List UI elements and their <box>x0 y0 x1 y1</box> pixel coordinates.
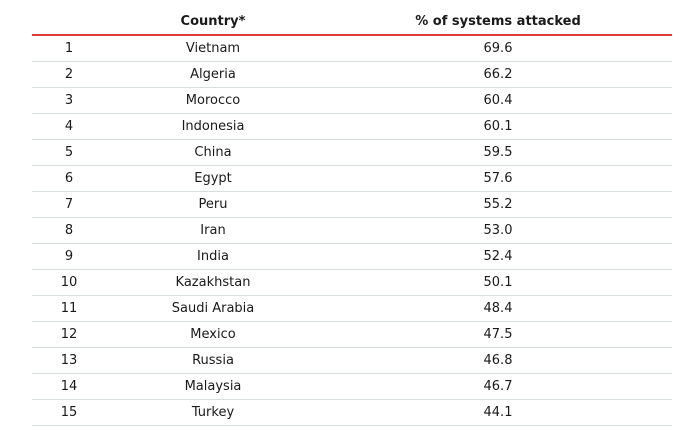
column-header-country: Country* <box>180 14 246 29</box>
table-row: 9 India 52.4 <box>32 244 672 270</box>
rank-cell: 10 <box>60 275 78 290</box>
table-row: 8 Iran 53.0 <box>32 218 672 244</box>
percent-attacked-cell: 47.5 <box>483 327 513 342</box>
percent-attacked-cell: 60.1 <box>483 119 513 134</box>
table-row: 15 Turkey 44.1 <box>32 400 672 426</box>
table-body: 1 Vietnam 69.6 2 Algeria 66.2 3 Morocco 60.4 4 Ind… <box>32 36 672 426</box>
table-row: 2 Algeria 66.2 <box>32 62 672 88</box>
country-cell: Algeria <box>190 67 236 82</box>
percent-attacked-cell: 46.7 <box>483 379 513 394</box>
rank-cell: 15 <box>60 405 78 420</box>
percent-attacked-cell: 66.2 <box>483 67 513 82</box>
table-row: 11 Saudi Arabia 48.4 <box>32 296 672 322</box>
table-row: 7 Peru 55.2 <box>32 192 672 218</box>
rank-cell: 7 <box>64 197 74 212</box>
rank-cell: 11 <box>60 301 78 316</box>
percent-attacked-cell: 55.2 <box>483 197 513 212</box>
table-row: 1 Vietnam 69.6 <box>32 36 672 62</box>
percent-attacked-cell: 60.4 <box>483 93 513 108</box>
table-row: 13 Russia 46.8 <box>32 348 672 374</box>
rank-cell: 8 <box>64 223 74 238</box>
percent-attacked-cell: 69.6 <box>483 41 513 56</box>
table-row: 5 China 59.5 <box>32 140 672 166</box>
country-attack-table: Country* % of systems attacked 1 Vietnam 6… <box>32 10 672 426</box>
rank-cell: 13 <box>60 353 78 368</box>
country-cell: Kazakhstan <box>175 275 251 290</box>
country-cell: China <box>194 145 232 160</box>
country-cell: Indonesia <box>181 119 245 134</box>
percent-attacked-cell: 53.0 <box>483 223 513 238</box>
rank-cell: 14 <box>60 379 78 394</box>
column-header-percent-attacked: % of systems attacked <box>415 14 581 29</box>
percent-attacked-cell: 46.8 <box>483 353 513 368</box>
table-row: 10 Kazakhstan 50.1 <box>32 270 672 296</box>
country-cell: Malaysia <box>184 379 242 394</box>
percent-attacked-cell: 50.1 <box>483 275 513 290</box>
country-cell: Turkey <box>191 405 235 420</box>
percent-attacked-cell: 57.6 <box>483 171 513 186</box>
country-cell: Russia <box>192 353 234 368</box>
rank-cell: 6 <box>64 171 74 186</box>
rank-cell: 1 <box>64 41 74 56</box>
table-row: 6 Egypt 57.6 <box>32 166 672 192</box>
rank-cell: 4 <box>64 119 74 134</box>
country-cell: India <box>197 249 229 264</box>
table-row: 14 Malaysia 46.7 <box>32 374 672 400</box>
rank-cell: 3 <box>64 93 74 108</box>
rank-cell: 9 <box>64 249 74 264</box>
percent-attacked-cell: 48.4 <box>483 301 513 316</box>
table-header: Country* % of systems attacked <box>32 10 672 36</box>
country-cell: Saudi Arabia <box>171 301 255 316</box>
table-row: 3 Morocco 60.4 <box>32 88 672 114</box>
table-row: 12 Mexico 47.5 <box>32 322 672 348</box>
table-row: 4 Indonesia 60.1 <box>32 114 672 140</box>
rank-cell: 2 <box>64 67 74 82</box>
percent-attacked-cell: 52.4 <box>483 249 513 264</box>
percent-attacked-cell: 44.1 <box>483 405 513 420</box>
country-cell: Mexico <box>190 327 236 342</box>
country-cell: Iran <box>200 223 226 238</box>
country-cell: Vietnam <box>185 41 241 56</box>
country-cell: Egypt <box>194 171 232 186</box>
country-cell: Morocco <box>185 93 241 108</box>
rank-cell: 5 <box>64 145 74 160</box>
rank-cell: 12 <box>60 327 78 342</box>
percent-attacked-cell: 59.5 <box>483 145 513 160</box>
country-cell: Peru <box>198 197 228 212</box>
